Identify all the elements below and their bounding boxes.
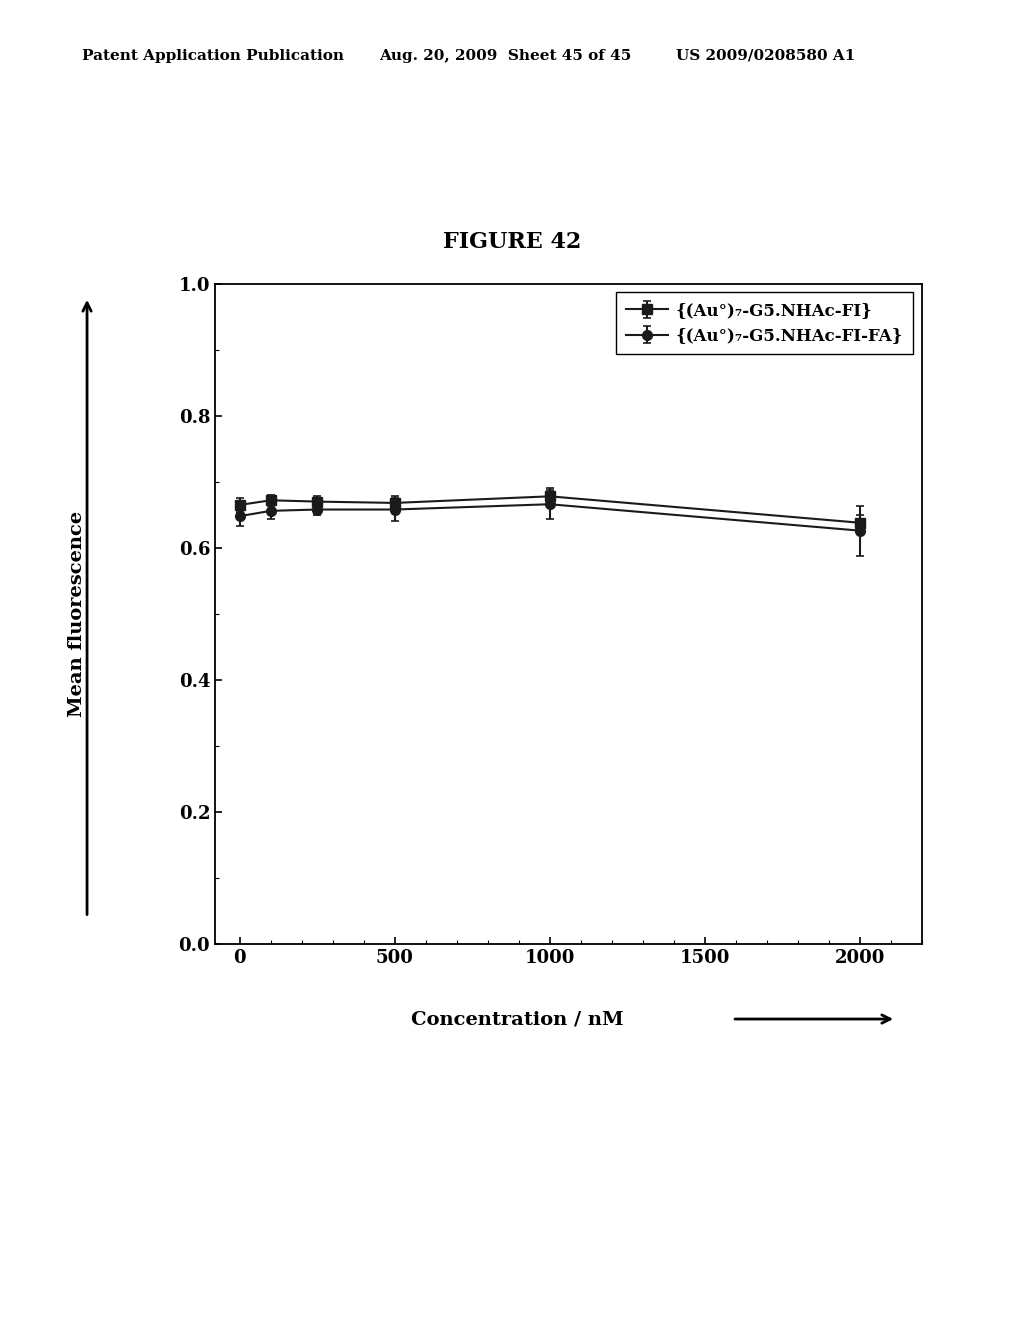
Legend: {(Au°)₇-G5.NHAc-FI}, {(Au°)₇-G5.NHAc-FI-FA}: {(Au°)₇-G5.NHAc-FI}, {(Au°)₇-G5.NHAc-FI-… xyxy=(615,292,913,355)
Text: Aug. 20, 2009  Sheet 45 of 45: Aug. 20, 2009 Sheet 45 of 45 xyxy=(379,49,631,63)
Text: FIGURE 42: FIGURE 42 xyxy=(442,231,582,253)
Text: Patent Application Publication: Patent Application Publication xyxy=(82,49,344,63)
Text: Mean fluorescence: Mean fluorescence xyxy=(68,511,86,717)
Text: US 2009/0208580 A1: US 2009/0208580 A1 xyxy=(676,49,855,63)
Text: Concentration / nM: Concentration / nM xyxy=(411,1010,624,1028)
